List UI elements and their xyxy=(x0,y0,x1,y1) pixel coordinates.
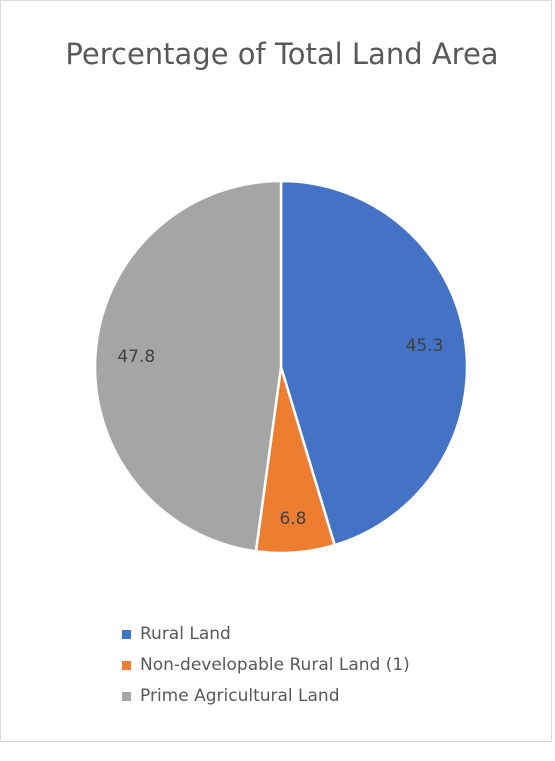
legend-swatch-prime-agricultural-land xyxy=(122,691,131,701)
legend-item-non-developable-rural-land: Non-developable Rural Land (1) xyxy=(122,651,410,679)
legend-label: Non-developable Rural Land (1) xyxy=(140,655,410,675)
pie-slice-rural-land xyxy=(279,179,469,547)
legend-swatch-non-developable-rural-land xyxy=(122,660,131,670)
legend-swatch-rural-land xyxy=(122,629,131,639)
legend: Rural Land Non-developable Rural Land (1… xyxy=(122,620,410,713)
legend-label: Rural Land xyxy=(140,624,231,644)
legend-item-rural-land: Rural Land xyxy=(122,620,410,648)
data-label: 47.8 xyxy=(117,347,155,367)
legend-label: Prime Agricultural Land xyxy=(140,686,340,706)
pie-slice-prime-agricultural-land xyxy=(93,179,283,553)
legend-item-prime-agricultural-land: Prime Agricultural Land xyxy=(122,682,410,710)
data-label: 6.8 xyxy=(279,509,306,529)
data-label: 45.3 xyxy=(406,336,444,356)
chart-title: Percentage of Total Land Area xyxy=(65,37,499,71)
